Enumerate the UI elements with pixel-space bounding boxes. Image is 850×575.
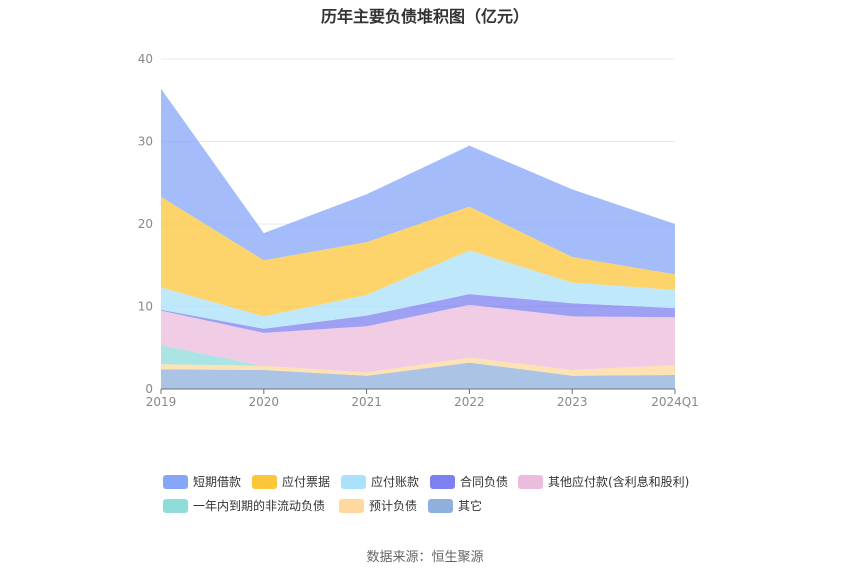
legend-item[interactable]: 合同负债 — [430, 473, 508, 490]
y-tick-label: 0 — [145, 382, 153, 396]
legend-swatch — [430, 474, 455, 489]
legend-item[interactable]: 一年内到期的非流动负债 — [163, 497, 325, 514]
y-tick-label: 40 — [138, 52, 153, 66]
legend-swatch — [339, 498, 364, 513]
legend-item[interactable]: 其它 — [428, 497, 482, 514]
data-source: 数据来源：恒生聚源 — [366, 550, 484, 565]
legend-label: 应付票据 — [282, 475, 331, 489]
y-tick-label: 30 — [138, 135, 153, 149]
legend-swatch — [428, 498, 453, 513]
legend-swatch — [341, 474, 366, 489]
chart-title: 历年主要负债堆积图（亿元） — [320, 7, 529, 26]
y-tick-label: 20 — [138, 217, 153, 231]
x-tick-label: 2024Q1 — [651, 395, 699, 409]
legend-label: 预计负债 — [369, 499, 418, 513]
y-tick-label: 10 — [138, 300, 153, 314]
x-tick-label: 2019 — [146, 395, 177, 409]
legend-item[interactable]: 应付票据 — [252, 473, 330, 490]
legend-label: 应付账款 — [371, 475, 420, 489]
area-series-7 — [161, 88, 675, 275]
legend-item[interactable]: 其他应付款(含利息和股利) — [518, 473, 689, 490]
legend-swatch — [163, 498, 188, 513]
legend-item[interactable]: 短期借款 — [163, 473, 241, 490]
area-series-3 — [161, 304, 675, 373]
legend-item[interactable]: 预计负债 — [339, 497, 417, 514]
x-tick-label: 2021 — [351, 395, 382, 409]
area-series-6 — [161, 196, 675, 317]
x-tick-label: 2023 — [557, 395, 588, 409]
area-series-0 — [161, 362, 675, 389]
area-series-4 — [161, 294, 675, 333]
legend-swatch — [163, 474, 188, 489]
x-tick-label: 2022 — [454, 395, 485, 409]
x-tick-label: 2020 — [249, 395, 280, 409]
legend-swatch — [252, 474, 277, 489]
area-series-1 — [161, 357, 675, 376]
legend-swatch — [518, 474, 543, 489]
area-series-5 — [161, 250, 675, 329]
legend-label: 短期借款 — [193, 475, 242, 489]
legend-label: 一年内到期的非流动负债 — [193, 499, 326, 513]
legend-label: 其它 — [458, 499, 483, 513]
legend-item[interactable]: 应付账款 — [341, 473, 419, 490]
legend-label: 合同负债 — [460, 475, 509, 489]
legend-label: 其他应付款(含利息和股利) — [548, 475, 690, 489]
